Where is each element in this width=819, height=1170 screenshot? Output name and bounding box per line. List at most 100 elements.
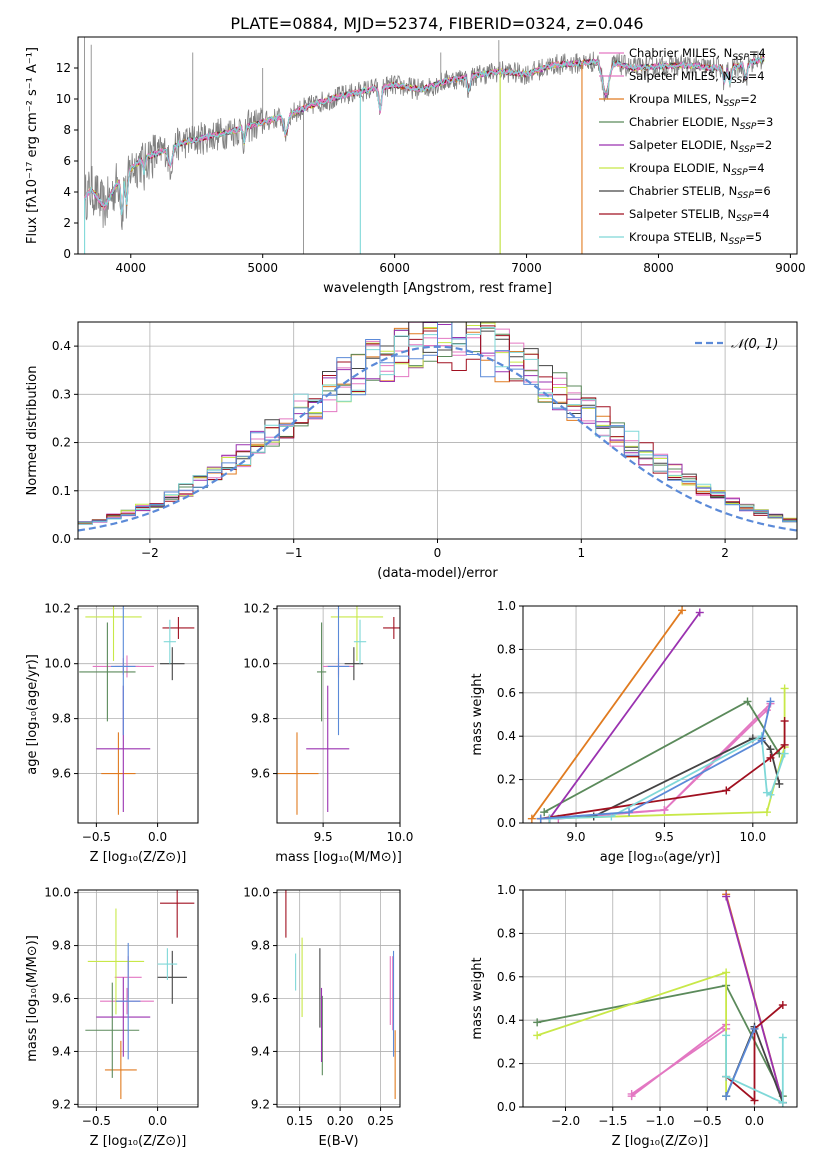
x-tick-label: 7000 (511, 261, 542, 275)
x-tick-label: 2 (721, 546, 729, 560)
x-tick-label: −2 (141, 546, 159, 560)
x-axis-label: wavelength [Angstrom, rest frame] (323, 281, 552, 296)
legend-entry: Salpeter ELODIE, NSSP=2 (629, 138, 772, 155)
y-tick-label: 9.8 (52, 712, 71, 726)
x-tick-label: 0.0 (745, 1114, 764, 1128)
y-tick-label: 0.2 (52, 436, 71, 450)
legend-entry: 𝒩(0, 1) (731, 337, 778, 352)
axes-frame (276, 605, 401, 824)
plot-area (533, 890, 787, 1107)
mass-weight-line (540, 721, 786, 820)
mass-weight-line (725, 1035, 784, 1105)
mass-weight-line (725, 1028, 756, 1097)
y-tick-label: 0.8 (497, 926, 516, 940)
mass-weight-line (631, 1028, 727, 1095)
y-tick-label: 2 (63, 216, 71, 230)
y-axis-label: mass weight (470, 673, 485, 755)
legend-sub: SSP (737, 191, 754, 201)
y-tick-label: 9.2 (52, 1097, 71, 1111)
x-axis-label: age [log₁₀(age/yr)] (600, 850, 721, 865)
legend-suffix: =3 (756, 115, 773, 129)
legend-entry: Kroupa ELODIE, NSSP=4 (629, 161, 765, 178)
legend-name: Chabrier STELIB, N (629, 184, 737, 198)
legend-sub: SSP (736, 214, 753, 224)
legend-sub: SSP (731, 168, 748, 178)
mass-weight-line (543, 700, 781, 813)
legend-name: Chabrier ELODIE, N (629, 115, 740, 129)
y-tick-label: 0.1 (52, 484, 71, 498)
panel-mass-vs-Z: −0.5 0.0 9.2 9.4 9.6 9.8 10.0 Z [log₁₀(Z/Z⊙)] ma… (25, 886, 199, 1149)
plot-area (78, 322, 797, 532)
plot-area (527, 606, 789, 823)
legend-entry: Chabrier MILES, NSSP=4 (629, 46, 766, 63)
legend-entry: Chabrier ELODIE, NSSP=3 (629, 115, 773, 132)
legend-entry: Salpeter MILES, NSSP=4 (629, 69, 765, 86)
mass-weight-line (531, 609, 683, 820)
y-tick-label: 0.8 (497, 642, 516, 656)
y-tick-label: 12 (56, 61, 71, 75)
mass-weight-line (549, 734, 786, 820)
y-tick-label: 0.0 (497, 1100, 516, 1114)
y-axis-label: Normed distribution (25, 366, 40, 496)
x-axis-label: (data-model)/error (377, 566, 498, 581)
residual-histogram (78, 322, 797, 523)
x-tick-label: 9000 (775, 261, 806, 275)
plot-area (85, 890, 195, 1100)
legend-suffix: =6 (754, 184, 771, 198)
legend-name: Salpeter MILES, N (629, 69, 731, 83)
x-axis-label: mass [log₁₀(M/M⊙)] (275, 850, 402, 865)
plot-area (84, 37, 765, 254)
y-tick-label: 0.6 (497, 970, 516, 984)
y-tick-label: 1.0 (497, 599, 516, 613)
panel-age-vs-mass: 9.5 10.0 9.6 9.8 10.0 10.2 mass [log₁₀(M/M⊙)] (243, 602, 413, 865)
legend-suffix: =4 (749, 46, 766, 60)
mass-weight-line (725, 896, 784, 1103)
x-tick-label: 0.25 (367, 1114, 394, 1128)
y-tick-label: 9.8 (251, 712, 270, 726)
x-tick-label: −1.0 (645, 1114, 674, 1128)
panel-mass-vs-EBV: 0.15 0.20 0.25 9.2 9.4 9.6 9.8 10.0 E(B-V) (243, 886, 401, 1149)
x-tick-label: −1 (285, 546, 303, 560)
x-tick-label: 6000 (379, 261, 410, 275)
y-axis-label: mass [log₁₀(M/M⊙)] (25, 935, 40, 1062)
gaussian-curve (78, 345, 797, 532)
x-axis-label: Z [log₁₀(Z/Z⊙)] (90, 1134, 187, 1149)
model-spectrum-line (84, 56, 765, 216)
y-tick-label: 9.6 (52, 992, 71, 1006)
panel-spectrum: 4000 5000 6000 7000 8000 9000 0 2 4 6 8 10 12 wavelen… (25, 36, 806, 296)
x-tick-label: −0.5 (82, 1114, 111, 1128)
x-tick-label: −0.5 (82, 830, 111, 844)
y-tick-label: 0.4 (52, 339, 71, 353)
legend-sub: SSP (732, 53, 749, 63)
legend-suffix: =4 (753, 207, 770, 221)
legend-entry: Salpeter STELIB, NSSP=4 (629, 207, 770, 224)
legend-suffix: =5 (745, 230, 762, 244)
x-axis-label: Z [log₁₀(Z/Z⊙)] (90, 850, 187, 865)
y-tick-label: 0.3 (52, 387, 71, 401)
y-axis-label: mass weight (470, 957, 485, 1039)
x-tick-label: −0.5 (693, 1114, 722, 1128)
y-tick-label: 9.6 (251, 992, 270, 1006)
legend-suffix: =4 (748, 69, 765, 83)
x-tick-label: 10.0 (739, 830, 766, 844)
x-tick-label: 0 (434, 546, 442, 560)
legend-sub: SSP (724, 99, 741, 109)
legend-name: Kroupa ELODIE, N (629, 161, 731, 175)
x-tick-label: 9.0 (566, 830, 585, 844)
y-tick-label: 10.2 (44, 602, 71, 616)
legend-name: Salpeter STELIB, N (629, 207, 736, 221)
legend-suffix: =4 (748, 161, 765, 175)
x-tick-label: 9.5 (314, 830, 333, 844)
y-axis-label: Flux [fλ10⁻¹⁷ erg cm⁻² s⁻¹ A⁻¹] (25, 47, 40, 244)
panel-residuals: −2 −1 0 1 2 0.0 0.1 0.2 0.3 0.4 (data-model)/error… (25, 321, 798, 581)
y-axis-label: age [log₁₀(age/yr)] (25, 654, 40, 775)
axes-frame (77, 605, 199, 824)
x-tick-label: 0.0 (148, 830, 167, 844)
y-tick-label: 10.0 (243, 657, 270, 671)
mass-weight-line (540, 688, 786, 820)
panel-age-vs-Z: −0.5 0.0 9.6 9.8 10.0 10.2 Z [log₁₀(Z/Z⊙)] age … (25, 602, 199, 865)
mass-weight-line (631, 1023, 727, 1097)
x-tick-label: 0.0 (148, 1114, 167, 1128)
